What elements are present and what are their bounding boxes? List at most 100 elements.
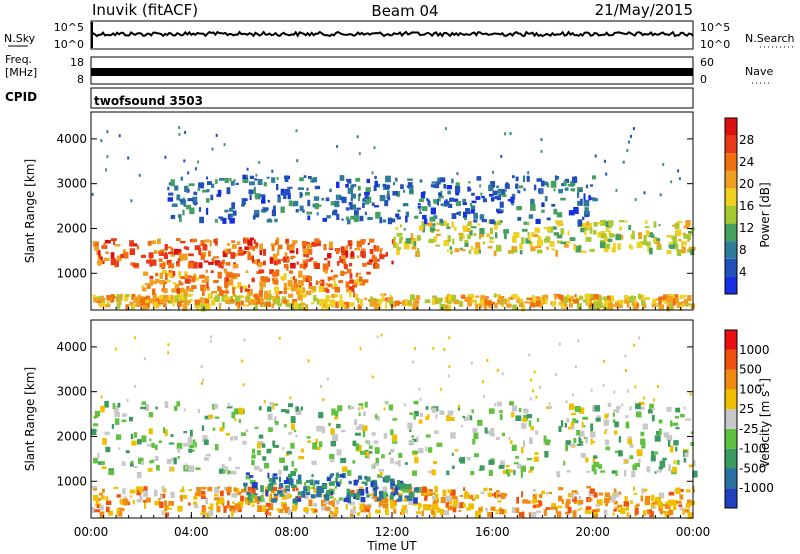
heatmap-cell-b0 bbox=[459, 300, 463, 307]
heatmap-cell-b0 bbox=[396, 301, 402, 304]
heatmap-cell-b2 bbox=[168, 442, 175, 445]
heatmap-cell-b1 bbox=[358, 475, 363, 480]
heatmap-cell-b0 bbox=[91, 485, 97, 489]
heatmap-cell-b0 bbox=[281, 501, 287, 506]
heatmap-cell-b2 bbox=[414, 456, 419, 464]
heatmap-cell-b0 bbox=[603, 509, 608, 516]
heatmap-cell-b2 bbox=[349, 406, 355, 410]
heatmap-cell-b2 bbox=[357, 407, 361, 411]
heatmap-cell-b2 bbox=[147, 443, 153, 447]
heatmap-cell-b2 bbox=[374, 447, 380, 454]
heatmap-cell-b4 bbox=[364, 192, 370, 196]
heatmap-cell-b2 bbox=[188, 253, 194, 257]
heatmap-cell-b2 bbox=[130, 433, 134, 440]
heatmap-cell-b0 bbox=[223, 486, 227, 491]
heatmap-cell-b4 bbox=[283, 194, 287, 199]
heatmap-cell-b2 bbox=[350, 251, 354, 257]
heatmap-cell-b4 bbox=[420, 191, 426, 199]
heatmap-cell-b2 bbox=[369, 238, 375, 243]
heatmap-cell-b0 bbox=[531, 295, 535, 302]
heatmap-cell-b2 bbox=[221, 263, 224, 266]
heatmap-cell-b4 bbox=[468, 181, 471, 184]
heatmap-cell-b0 bbox=[170, 491, 175, 498]
heatmap-cell-b0 bbox=[555, 507, 558, 514]
heatmap-cell-sparse bbox=[278, 336, 281, 340]
heatmap-cell-b3 bbox=[600, 231, 605, 235]
heatmap-cell-b2 bbox=[658, 419, 663, 424]
heatmap-cell-b0 bbox=[316, 298, 320, 305]
heatmap-cell-b2 bbox=[324, 258, 328, 261]
heatmap-cell-b4 bbox=[371, 202, 375, 207]
heatmap-cell-b2 bbox=[122, 413, 127, 417]
heatmap-cell-b4 bbox=[333, 209, 338, 212]
heatmap-cell-b2 bbox=[328, 247, 334, 250]
heatmap-cell-b2 bbox=[273, 258, 278, 266]
heatmap-cell-b0 bbox=[557, 511, 562, 518]
heatmap-cell-b2 bbox=[413, 411, 419, 417]
heatmap-cell-b2 bbox=[427, 447, 433, 453]
heatmap-cell-b0 bbox=[437, 300, 442, 304]
heatmap-cell-b3 bbox=[438, 223, 443, 225]
heatmap-cell-b0 bbox=[596, 499, 603, 506]
heatmap-cell-b1 bbox=[271, 498, 277, 503]
heatmap-cell-sparse bbox=[627, 389, 630, 393]
heatmap-cell-b3 bbox=[605, 221, 610, 228]
heatmap-cell-b0 bbox=[640, 495, 644, 502]
heatmap-cell-b2 bbox=[593, 461, 600, 468]
heatmap-cell-b1 bbox=[314, 480, 320, 485]
heatmap-cell-b3 bbox=[549, 241, 555, 247]
heatmap-cell-b4 bbox=[539, 189, 544, 195]
heatmap-cell-b0 bbox=[187, 293, 193, 297]
heatmap-cell-b4 bbox=[407, 182, 413, 187]
heatmap-cell-b2 bbox=[627, 438, 633, 445]
heatmap-cell-b4 bbox=[395, 213, 400, 218]
heatmap-cell-b3 bbox=[473, 233, 477, 236]
heatmap-cell-b0 bbox=[143, 500, 149, 503]
heatmap-cell-b2 bbox=[579, 441, 584, 446]
heatmap-cell-b0 bbox=[416, 295, 421, 300]
heatmap-cell-b4 bbox=[198, 207, 202, 212]
heatmap-cell-b0 bbox=[233, 487, 237, 492]
heatmap-cell-b2 bbox=[474, 453, 479, 458]
heatmap-cell-b4 bbox=[325, 197, 330, 202]
heatmap-cell-b4 bbox=[481, 195, 485, 199]
heatmap-cell-b3 bbox=[628, 224, 632, 231]
date-title: 21/May/2015 bbox=[595, 1, 693, 19]
heatmap-cell-b2 bbox=[413, 413, 416, 420]
heatmap-cell-b0 bbox=[205, 497, 208, 505]
heatmap-cell-b0 bbox=[626, 302, 630, 308]
heatmap-cell-b2 bbox=[183, 431, 188, 434]
heatmap-cell-b2 bbox=[252, 248, 255, 252]
heatmap-cell-b2 bbox=[625, 415, 629, 419]
nave-tick-bottom: 0 bbox=[700, 73, 707, 86]
heatmap-cell-b3 bbox=[435, 229, 440, 232]
heatmap-cell-b3 bbox=[449, 246, 453, 250]
heatmap-cell-b0 bbox=[558, 301, 561, 306]
velocity-colorbar-tick: -25 bbox=[739, 422, 759, 436]
heatmap-cell-b1 bbox=[327, 277, 331, 282]
heatmap-cell-b2 bbox=[279, 457, 285, 463]
heatmap-cell-b2 bbox=[121, 461, 126, 466]
heatmap-cell-b0 bbox=[263, 505, 266, 512]
heatmap-cell-b3 bbox=[467, 234, 471, 240]
heatmap-cell-b0 bbox=[683, 298, 688, 304]
heatmap-cell-b0 bbox=[207, 293, 213, 299]
heatmap-cell-b3 bbox=[569, 237, 576, 241]
heatmap-cell-b1 bbox=[366, 494, 370, 498]
heatmap-cell-b4 bbox=[467, 188, 472, 192]
heatmap-cell-b2 bbox=[498, 465, 505, 469]
heatmap-cell-b1 bbox=[394, 484, 400, 491]
heatmap-cell-b2 bbox=[176, 401, 181, 407]
heatmap-cell-b0 bbox=[620, 507, 626, 514]
heatmap-cell-b2 bbox=[263, 260, 266, 266]
heatmap-cell-b0 bbox=[496, 294, 502, 297]
heatmap-cell-b2 bbox=[517, 464, 522, 469]
heatmap-cell-sparse bbox=[194, 167, 197, 171]
heatmap-cell-b2 bbox=[342, 252, 346, 257]
heatmap-cell-b2 bbox=[158, 258, 163, 262]
heatmap-cell-b2 bbox=[614, 450, 620, 454]
heatmap-cell-b0 bbox=[321, 302, 324, 310]
heatmap-cell-b0 bbox=[334, 498, 337, 501]
heatmap-cell-b2 bbox=[170, 434, 174, 437]
